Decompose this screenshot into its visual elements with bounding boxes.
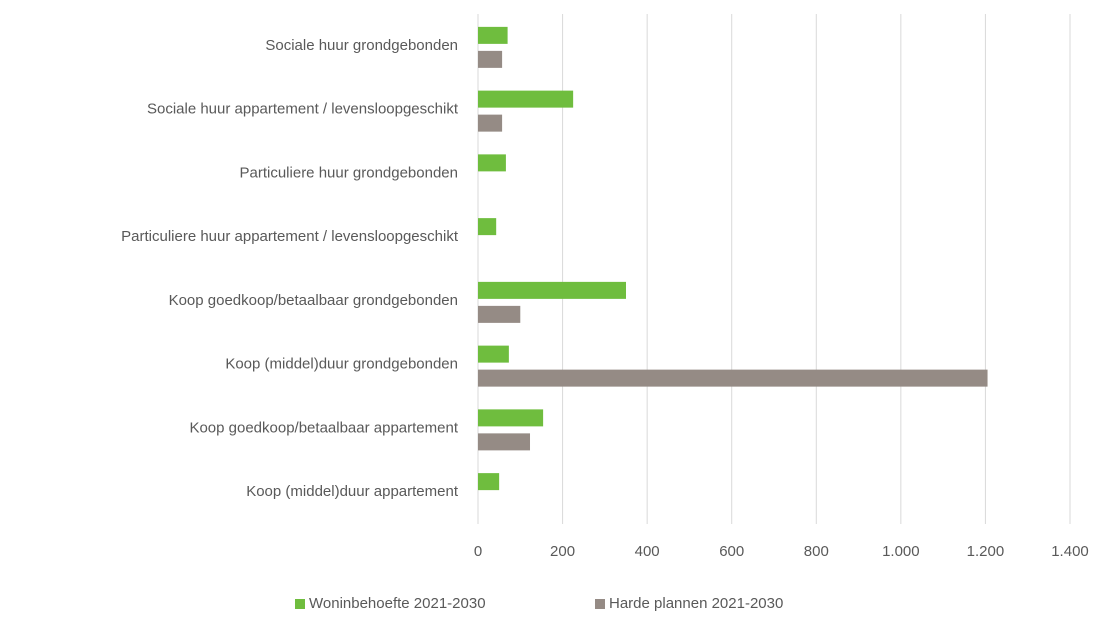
y-tick-label: Sociale huur grondgebonden [265, 37, 458, 54]
bar [478, 154, 506, 172]
legend-swatch [595, 599, 605, 609]
y-tick-label: Koop (middel)duur appartement [246, 483, 459, 500]
y-tick-label: Particuliere huur appartement / levenslo… [121, 228, 459, 245]
bar [478, 345, 509, 363]
y-tick-label: Koop (middel)duur grondgebonden [225, 356, 458, 373]
bar [478, 218, 497, 236]
bar [478, 473, 500, 491]
bar [478, 114, 503, 132]
bar [478, 305, 521, 323]
y-tick-label: Particuliere huur grondgebonden [240, 164, 459, 181]
y-tick-label: Koop goedkoop/betaalbaar grondgebonden [169, 292, 458, 309]
bar [478, 281, 626, 299]
x-tick-label: 200 [550, 543, 575, 560]
legend-label: Woninbehoefte 2021-2030 [309, 595, 486, 612]
bar [478, 433, 531, 451]
legend-swatch [295, 599, 305, 609]
bar [478, 50, 503, 68]
x-tick-label: 400 [635, 543, 660, 560]
x-tick-label: 600 [719, 543, 744, 560]
y-tick-label: Koop goedkoop/betaalbaar appartement [189, 419, 458, 436]
x-tick-label: 1.400 [1051, 543, 1089, 560]
x-tick-label: 1.200 [967, 543, 1005, 560]
bar [478, 409, 544, 427]
bar [478, 90, 574, 108]
x-tick-label: 1.000 [882, 543, 920, 560]
bar [478, 369, 988, 387]
y-tick-label: Sociale huur appartement / levensloopges… [147, 101, 459, 118]
bar [478, 26, 508, 44]
legend-label: Harde plannen 2021-2030 [609, 595, 783, 612]
x-tick-label: 0 [474, 543, 482, 560]
x-tick-label: 800 [804, 543, 829, 560]
